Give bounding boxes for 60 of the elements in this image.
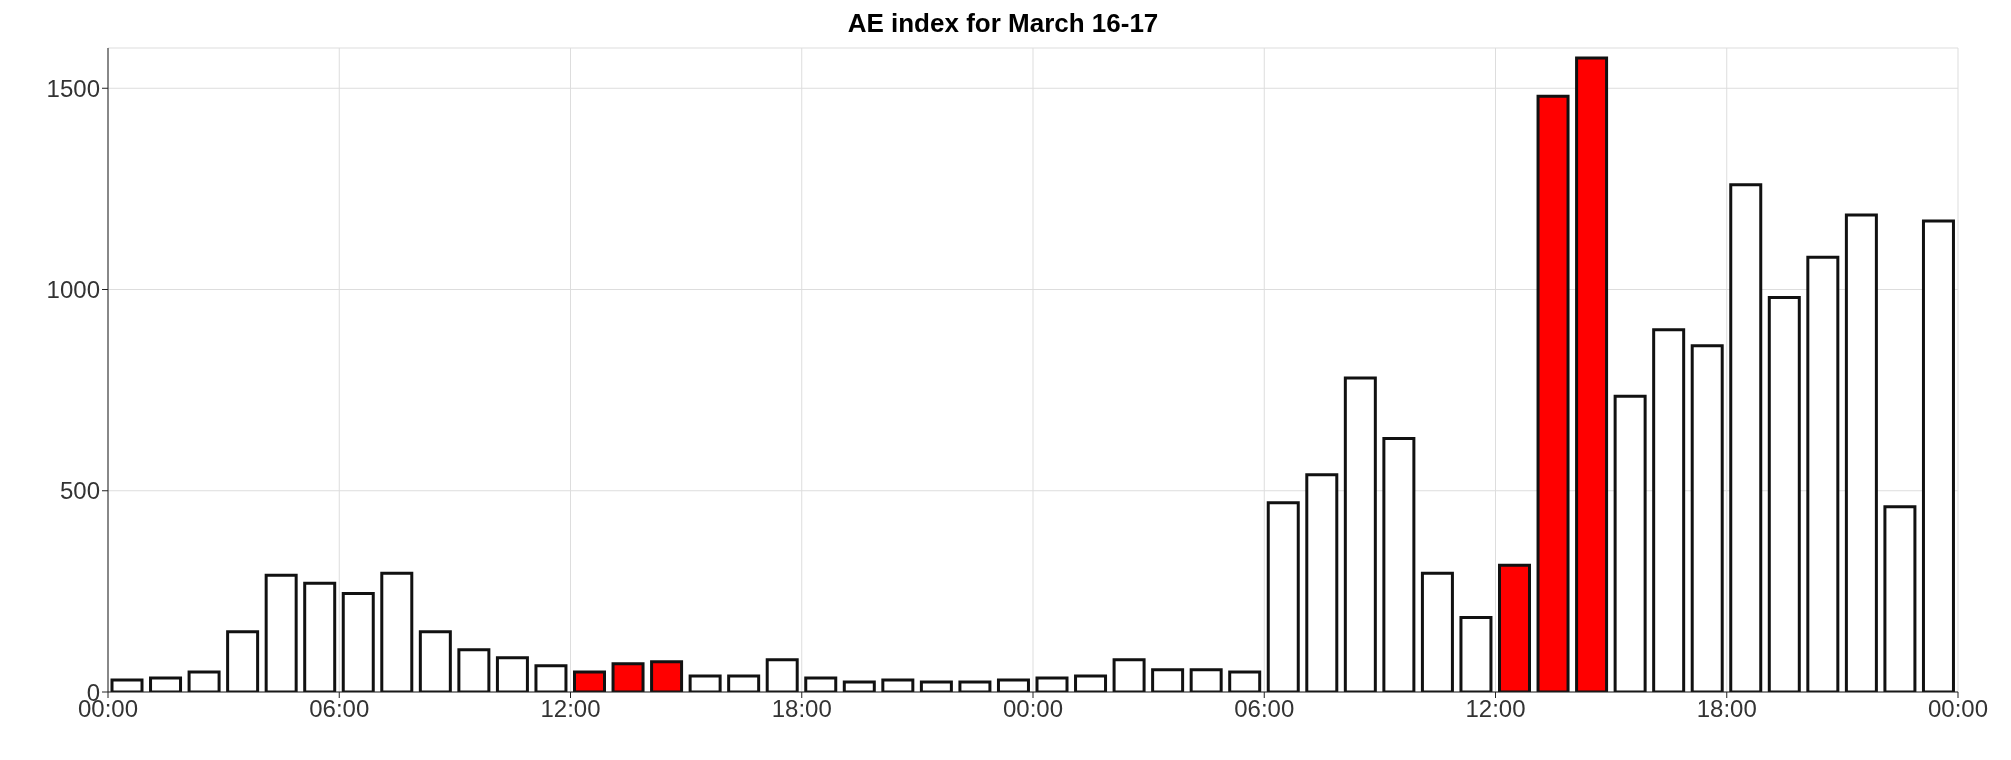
y-tick-label: 500 — [59, 477, 100, 505]
bar — [1228, 670, 1262, 692]
bar — [1459, 616, 1493, 692]
bar — [1189, 668, 1223, 692]
bar — [881, 678, 915, 692]
bar — [264, 573, 298, 692]
bar — [1575, 56, 1609, 692]
x-tick-label: 00:00 — [1002, 695, 1064, 723]
bar — [1767, 296, 1801, 692]
x-tick-label: 00:00 — [1927, 695, 1989, 723]
bar — [1305, 473, 1339, 692]
bar — [842, 680, 876, 692]
bar — [727, 674, 761, 692]
bar — [919, 680, 953, 692]
bar — [1613, 394, 1647, 692]
bar — [341, 591, 375, 692]
bar — [1151, 668, 1185, 692]
bar — [611, 662, 645, 692]
bar — [804, 676, 838, 692]
bar — [573, 670, 606, 692]
bar — [1844, 213, 1878, 692]
bar — [187, 670, 221, 692]
x-tick-label: 18:00 — [1696, 695, 1757, 723]
bar — [1035, 676, 1069, 692]
bar — [1921, 219, 1955, 692]
bar — [1652, 328, 1686, 692]
bar — [534, 664, 568, 692]
y-tick-label: 1000 — [46, 276, 100, 304]
bar — [1420, 571, 1454, 692]
bar — [303, 581, 337, 692]
x-tick-label: 12:00 — [1465, 695, 1526, 723]
bar — [996, 678, 1030, 692]
x-tick-label: 06:00 — [1234, 695, 1295, 723]
bar — [226, 630, 260, 692]
bar — [650, 660, 684, 692]
bar — [418, 630, 452, 692]
bar — [1382, 436, 1416, 692]
bar — [110, 678, 144, 692]
bar — [1074, 674, 1108, 692]
bar — [457, 648, 491, 692]
bar — [1806, 255, 1840, 692]
chart-title: AE index for March 16-17 — [846, 8, 1160, 40]
bar — [1690, 344, 1724, 692]
bar — [1343, 376, 1377, 692]
bar — [1266, 501, 1300, 692]
bar — [765, 658, 799, 692]
bar — [495, 656, 529, 692]
bar — [1883, 505, 1917, 692]
x-tick-label: 06:00 — [309, 695, 370, 723]
x-tick-label: 12:00 — [540, 695, 601, 723]
x-tick-label: 18:00 — [771, 695, 832, 723]
bar — [380, 571, 414, 692]
y-tick-label: 1500 — [46, 74, 100, 102]
bar — [1112, 658, 1146, 692]
bar — [1498, 563, 1531, 692]
bar — [1536, 94, 1570, 692]
bar — [149, 676, 183, 692]
bar — [958, 680, 992, 692]
bar — [1729, 183, 1763, 692]
bar — [688, 674, 722, 692]
